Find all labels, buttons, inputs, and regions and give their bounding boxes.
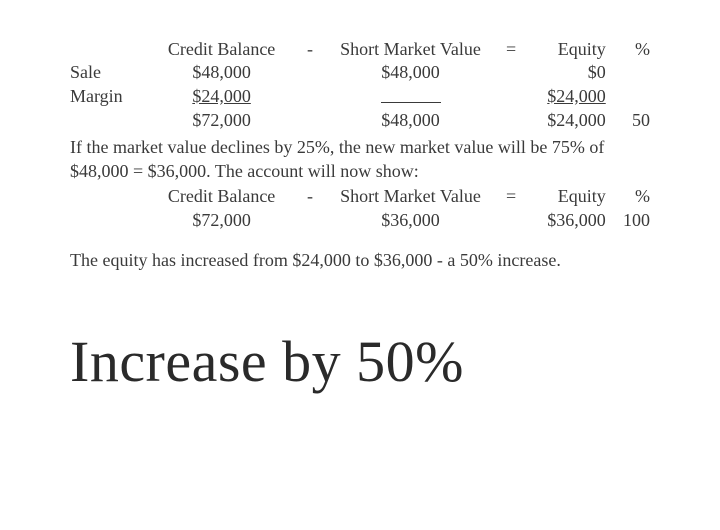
equity-table-1: Credit Balance - Short Market Value = Eq… — [70, 38, 650, 133]
percent-cell — [606, 61, 650, 84]
short-market-value-cell: $36,000 — [318, 209, 502, 232]
table-row: Margin$24,000$24,000 — [70, 85, 650, 109]
percent-header: % — [606, 185, 650, 208]
equity-header: Equity — [519, 185, 605, 208]
blank-cell — [302, 209, 319, 232]
page-title: Increase by 50% — [70, 328, 650, 395]
credit-balance-cell: $48,000 — [142, 61, 302, 84]
equals-symbol: = — [503, 185, 520, 208]
row-label — [70, 109, 142, 132]
equity-cell: $24,000 — [519, 109, 605, 132]
table-row: $72,000$36,000$36,000100 — [70, 209, 650, 232]
short-market-value-header: Short Market Value — [318, 185, 502, 208]
blank-cell — [503, 61, 520, 84]
table-row: $72,000 $48,000 $24,00050 — [70, 109, 650, 132]
credit-balance-cell: $24,000 — [142, 85, 302, 109]
row-label: Margin — [70, 85, 142, 109]
short-market-value-header: Short Market Value — [318, 38, 502, 61]
percent-cell — [606, 85, 650, 109]
credit-balance-cell: $72,000 — [142, 209, 302, 232]
explanation-paragraph-1: If the market value declines by 25%, the… — [70, 135, 650, 184]
row-label: Sale — [70, 61, 142, 84]
equals-symbol: = — [503, 38, 520, 61]
blank-cell — [302, 61, 319, 84]
short-market-value-cell — [318, 85, 502, 109]
short-market-value-cell: $48,000 — [318, 61, 502, 84]
blank-cell — [503, 109, 520, 132]
table-header-row: Credit Balance - Short Market Value = Eq… — [70, 38, 650, 61]
equity-cell: $36,000 — [519, 209, 605, 232]
minus-symbol: - — [302, 38, 319, 61]
blank-cell — [302, 109, 319, 132]
explanation-paragraph-2: The equity has increased from $24,000 to… — [70, 248, 650, 272]
percent-header: % — [606, 38, 650, 61]
equity-cell: $24,000 — [519, 85, 605, 109]
blank-cell — [70, 38, 142, 61]
blank-cell — [70, 185, 142, 208]
blank-cell — [503, 85, 520, 109]
minus-symbol: - — [302, 185, 319, 208]
blank-cell — [503, 209, 520, 232]
table-header-row: Credit Balance - Short Market Value = Eq… — [70, 185, 650, 208]
equity-header: Equity — [519, 38, 605, 61]
equity-table-2: Credit Balance - Short Market Value = Eq… — [70, 185, 650, 232]
blank-cell — [302, 85, 319, 109]
credit-balance-header: Credit Balance — [142, 185, 302, 208]
percent-cell: 50 — [606, 109, 650, 132]
percent-cell: 100 — [606, 209, 650, 232]
credit-balance-header: Credit Balance — [142, 38, 302, 61]
row-label — [70, 209, 142, 232]
table-row: Sale$48,000$48,000$0 — [70, 61, 650, 84]
short-market-value-cell: $48,000 — [318, 109, 502, 132]
credit-balance-cell: $72,000 — [142, 109, 302, 132]
equity-cell: $0 — [519, 61, 605, 84]
